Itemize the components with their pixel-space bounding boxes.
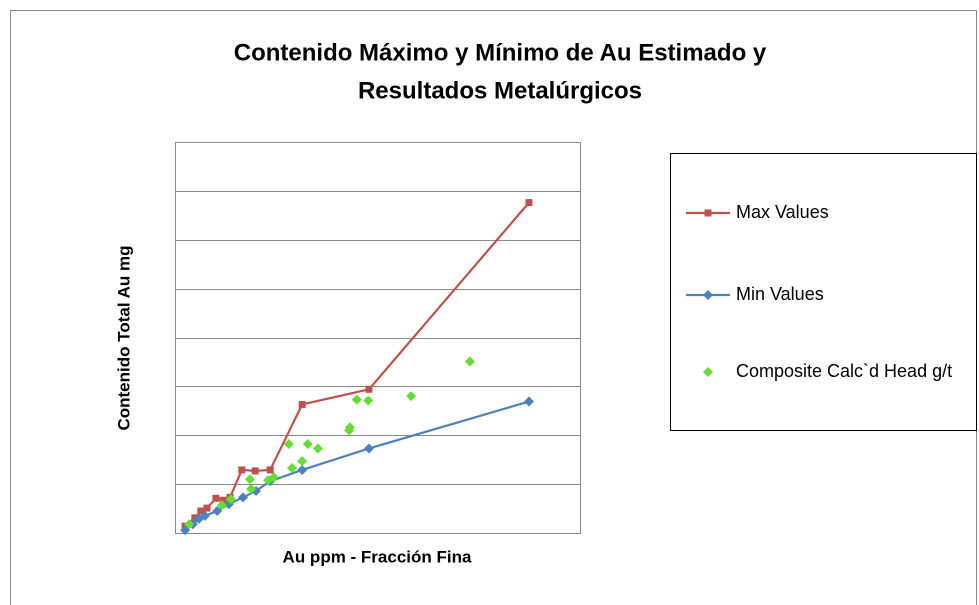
marker: [238, 492, 249, 503]
marker: [406, 391, 417, 402]
marker: [203, 504, 211, 512]
chart-subtitle: Resultados Metalúrgicos: [358, 77, 642, 104]
legend-label: Composite Calc`d Head g/t: [736, 361, 953, 381]
marker: [225, 494, 236, 505]
marker: [297, 456, 308, 467]
marker: [266, 466, 274, 474]
marker: [464, 356, 475, 367]
x-axis-label: Au ppm - Fracción Fina: [283, 547, 472, 566]
marker: [363, 443, 374, 454]
legend-text: Min Values: [736, 284, 824, 304]
chart-title: Contenido Máximo y Mínimo de Au Estimado…: [234, 39, 767, 66]
marker: [197, 507, 205, 515]
marker: [523, 396, 534, 407]
marker: [283, 439, 294, 450]
marker: [212, 506, 223, 517]
marker: [298, 400, 306, 408]
marker: [216, 500, 227, 511]
marker: [212, 494, 220, 502]
marker: [199, 510, 210, 521]
marker: [297, 464, 308, 475]
marker: [287, 462, 298, 473]
marker: [251, 467, 259, 475]
marker: [268, 472, 279, 483]
marker: [365, 385, 373, 393]
legend-text: Max Values: [736, 202, 829, 222]
legend-marker: [704, 209, 712, 217]
marker: [312, 443, 323, 454]
marker: [191, 514, 199, 522]
marker: [238, 466, 246, 474]
legend-label: Min Values: [736, 284, 824, 304]
marker: [219, 496, 227, 504]
marker: [363, 395, 374, 406]
legend-marker: [703, 367, 713, 377]
legend-box: [670, 153, 977, 431]
legend-label: Max Values: [736, 202, 829, 222]
legend-marker: [703, 290, 713, 300]
marker: [344, 422, 355, 433]
marker: [302, 439, 313, 450]
marker: [244, 474, 255, 485]
legend-text: Composite Calc`d Head g/t: [736, 361, 953, 381]
marker: [525, 199, 533, 207]
marker: [246, 484, 257, 495]
marker: [351, 394, 362, 405]
y-axis-label: Contenido Total Au mg: [114, 245, 133, 430]
marker: [184, 519, 195, 530]
